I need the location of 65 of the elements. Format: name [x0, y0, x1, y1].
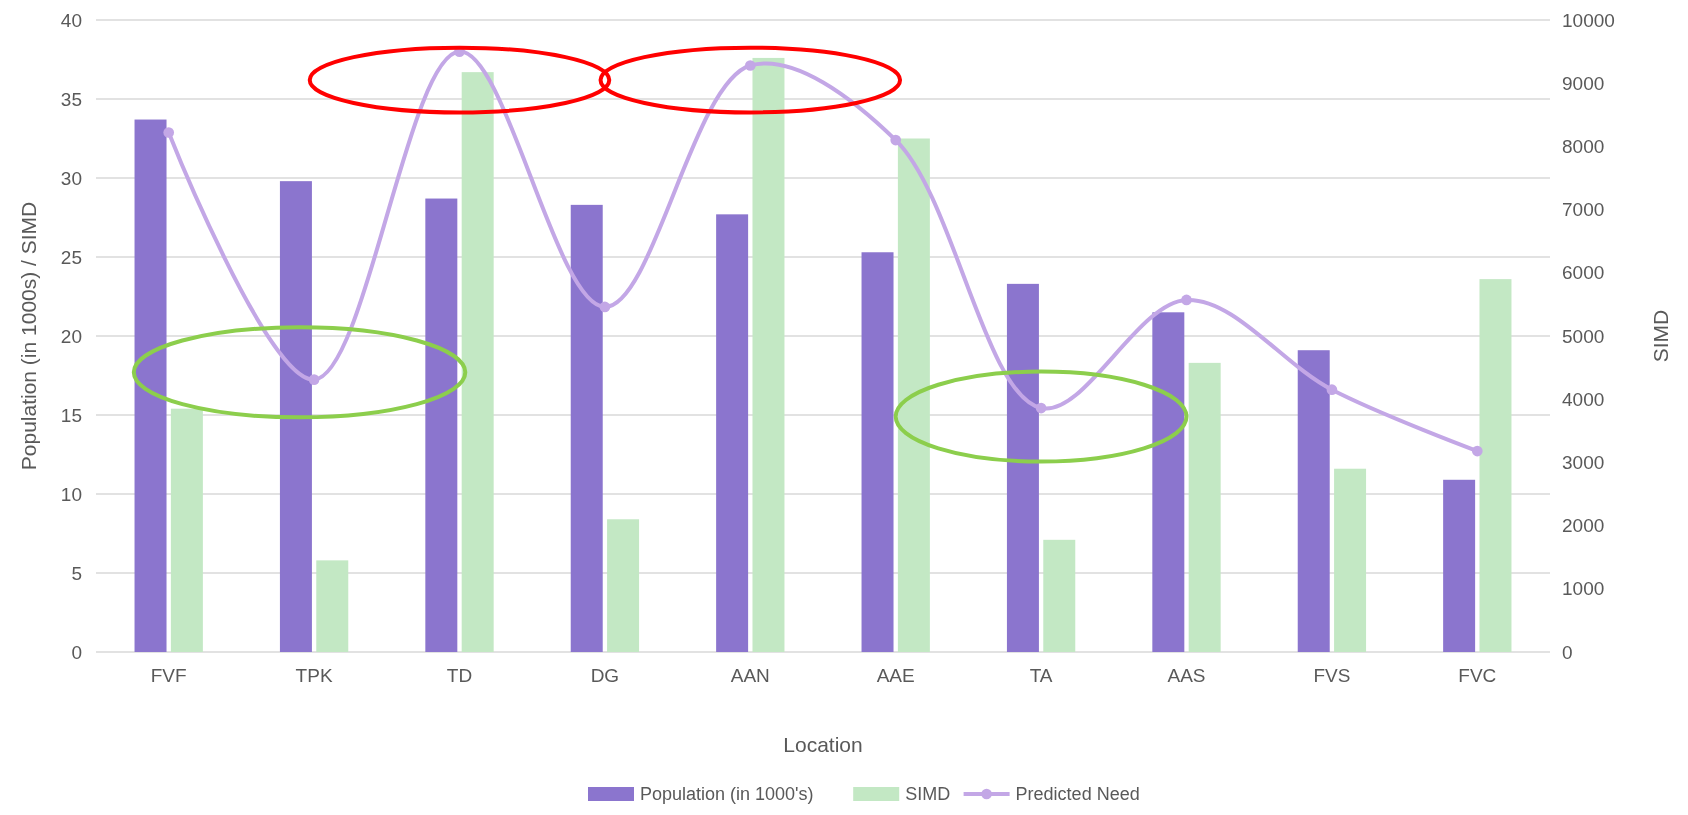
- bar: [279, 181, 312, 652]
- bar: [134, 119, 167, 652]
- y-tick-label: 40: [60, 9, 82, 31]
- bar: [425, 198, 458, 652]
- y-tick-label: 0: [71, 641, 82, 663]
- x-tick-label: AAS: [1167, 665, 1206, 686]
- y-tick-label: 15: [60, 404, 82, 426]
- y2-tick-label: 8000: [1562, 136, 1605, 158]
- y2-axis-title: SIMD: [1649, 309, 1672, 363]
- point: [1471, 445, 1483, 457]
- y-tick-label: 20: [60, 325, 82, 347]
- point: [163, 127, 175, 138]
- bar: [461, 72, 494, 652]
- y2-tick-label: 0: [1562, 641, 1573, 663]
- y2-tick-label: 7000: [1562, 199, 1605, 221]
- y2-tick-label: 9000: [1562, 72, 1605, 94]
- x-axis-title: Location: [783, 733, 863, 756]
- x-tick-label: FVS: [1313, 665, 1351, 686]
- y-tick-label: 5: [71, 562, 82, 584]
- x-tick-label: AAN: [730, 665, 770, 686]
- bar: [752, 57, 785, 652]
- bar: [1188, 362, 1221, 652]
- bar: [861, 252, 894, 652]
- point: [744, 60, 756, 71]
- y2-tick-label: 10000: [1562, 9, 1615, 31]
- legend-label: Predicted Need: [1015, 784, 1140, 805]
- bar: [1479, 279, 1512, 652]
- x-tick-label: FVC: [1458, 665, 1497, 686]
- x-tick-label: DG: [590, 665, 620, 686]
- bar: [316, 560, 349, 652]
- bar: [170, 408, 203, 652]
- x-tick-label: TD: [446, 665, 473, 686]
- bar: [897, 138, 930, 652]
- bar: [1152, 312, 1185, 652]
- point: [1326, 384, 1338, 396]
- bar: [1334, 468, 1367, 652]
- x-tick-label: TPK: [295, 665, 333, 686]
- bar: [1443, 479, 1476, 652]
- y2-tick-label: 6000: [1562, 262, 1605, 284]
- y-tick-label: 10: [60, 483, 82, 505]
- y-axis-title: Population (in 1000s) / SIMD: [17, 201, 40, 471]
- y2-tick-label: 2000: [1562, 515, 1605, 537]
- bar: [1297, 350, 1330, 652]
- bar: [1043, 539, 1076, 652]
- y-tick-label: 30: [60, 167, 82, 189]
- bar: [716, 214, 749, 652]
- point: [599, 301, 611, 313]
- legend-label: SIMD: [905, 784, 951, 805]
- y-tick-label: 25: [60, 246, 82, 268]
- point: [1035, 402, 1047, 414]
- point: [890, 134, 902, 146]
- y2-tick-label: 3000: [1562, 452, 1605, 474]
- bar: [570, 204, 603, 652]
- y-tick-label: 35: [60, 88, 82, 110]
- bar: [1006, 283, 1039, 652]
- y2-tick-label: 4000: [1562, 388, 1605, 410]
- y2-tick-label: 1000: [1562, 578, 1605, 600]
- y2-tick-label: 5000: [1562, 325, 1605, 347]
- legend-label: Population (in 1000's): [640, 784, 814, 805]
- point: [1181, 294, 1192, 306]
- x-tick-label: FVF: [150, 665, 187, 686]
- x-tick-label: TA: [1029, 665, 1053, 686]
- bar: [607, 519, 640, 652]
- point: [308, 374, 320, 385]
- x-tick-label: AAE: [876, 665, 915, 686]
